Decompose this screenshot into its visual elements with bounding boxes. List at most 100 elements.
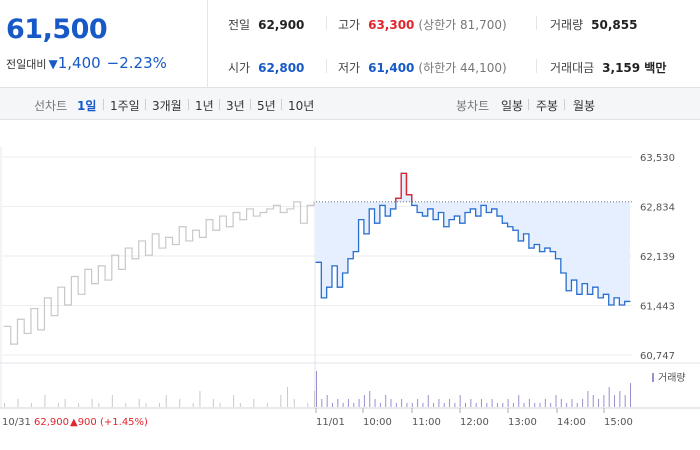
data-point-today	[421, 215, 424, 217]
volume-bar	[576, 403, 578, 407]
volume-bar	[459, 395, 461, 407]
volume-bar	[571, 399, 573, 407]
data-point-today	[608, 304, 610, 306]
volume-bar	[486, 403, 488, 407]
volume-bar	[496, 403, 498, 407]
data-point-prev-day	[138, 240, 140, 242]
volume-bar	[582, 399, 584, 407]
volume-bar	[465, 403, 467, 407]
data-point-prev-day	[16, 318, 19, 320]
volume-bar	[165, 395, 167, 407]
volume-bar	[363, 395, 365, 407]
period-1week-tab[interactable]: 1주일	[110, 99, 140, 113]
data-point-today	[549, 251, 551, 253]
period-10year-tab[interactable]: 10년	[288, 99, 315, 113]
period-5year-tab[interactable]: 5년	[257, 99, 276, 113]
data-point-today	[315, 261, 317, 263]
candle-daily-tab[interactable]: 일봉	[501, 99, 524, 113]
prev-day-pct: (+1.45%)	[100, 417, 148, 428]
series-line-prev-day	[4, 201, 315, 345]
divider	[103, 99, 104, 110]
data-point-prev-day	[57, 286, 59, 288]
data-point-today	[618, 304, 620, 306]
data-point-today	[459, 222, 461, 224]
data-point-today	[427, 208, 429, 210]
data-point-today	[464, 211, 466, 214]
y-tick-label: 60,747	[640, 351, 675, 362]
candle-chart-label: 봉차트	[456, 99, 490, 113]
volume-bar	[293, 399, 295, 407]
x-tick-label: 15:00	[604, 417, 633, 428]
data-point-prev-day	[37, 329, 39, 331]
candle-weekly-tab[interactable]: 주봉	[536, 99, 559, 113]
volume-bar	[233, 395, 235, 407]
period-1day-tab[interactable]: 1일	[77, 99, 97, 113]
volume-bar	[406, 403, 408, 407]
change-row: 전일대비 ▼1,400 −2.23%	[6, 54, 167, 72]
data-point-today	[443, 226, 445, 228]
data-point-prev-day	[299, 222, 302, 224]
volume-bar	[534, 403, 536, 407]
candle-monthly-tab[interactable]: 월봉	[573, 99, 596, 113]
volume-bar	[369, 391, 371, 407]
volume-bar	[179, 399, 181, 407]
volume-bar	[331, 403, 333, 407]
divider	[219, 99, 220, 110]
data-point-today	[517, 240, 519, 242]
series-line-today	[316, 172, 630, 306]
data-point-today	[491, 208, 493, 210]
volume-bar	[507, 399, 509, 407]
volume-bar	[307, 403, 309, 407]
volume-bar	[353, 403, 355, 407]
volume-bar	[342, 403, 344, 407]
data-point-today	[544, 247, 546, 249]
data-point-prev-day	[279, 211, 281, 214]
volume-bar	[417, 399, 419, 407]
stat-open: 시가 62,800	[228, 59, 304, 76]
prev-day-close: 62,900	[34, 417, 69, 428]
stat-label: 거래량	[550, 18, 584, 32]
data-point-prev-day	[77, 293, 79, 295]
data-point-today	[373, 222, 376, 224]
period-3month-tab[interactable]: 3개월	[152, 99, 182, 113]
data-point-today	[469, 208, 471, 210]
data-point-prev-day	[91, 283, 93, 285]
data-point-today	[416, 211, 418, 214]
stat-volume: 거래량 50,855	[550, 16, 637, 33]
volume-bar	[374, 399, 376, 407]
data-point-today	[384, 215, 386, 217]
data-point-prev-day	[185, 240, 187, 242]
period-1year-tab[interactable]: 1년	[195, 99, 214, 113]
period-3year-tab[interactable]: 3년	[226, 99, 245, 113]
stat-label: 전일	[228, 18, 251, 32]
data-point-prev-day	[252, 215, 254, 217]
volume-bar	[603, 395, 605, 407]
volume-bar	[239, 403, 241, 407]
data-point-today	[389, 208, 392, 210]
volume-bar	[475, 403, 477, 407]
volume-bar	[199, 391, 201, 407]
volume-bar	[78, 403, 80, 407]
volume-bar	[111, 395, 113, 407]
data-point-prev-day	[171, 243, 174, 246]
volume-bar	[592, 395, 594, 407]
volume-bar	[192, 403, 194, 407]
data-point-prev-day	[50, 315, 52, 317]
volume-bar	[212, 399, 214, 407]
data-point-today	[597, 297, 599, 299]
change-value: 1,400	[57, 54, 101, 72]
data-point-today	[570, 279, 573, 281]
stat-amount: 거래대금 3,159 백만	[550, 59, 666, 76]
divider	[326, 16, 327, 30]
volume-bar	[395, 403, 397, 407]
x-tick-label: 11:00	[412, 417, 441, 428]
stat-label: 저가	[338, 61, 361, 75]
data-point-prev-day	[266, 208, 268, 210]
data-point-today	[581, 283, 583, 285]
stat-value: 63,300	[368, 18, 415, 32]
data-point-today	[480, 204, 482, 206]
data-point-prev-day	[84, 268, 86, 271]
data-point-today	[437, 211, 440, 214]
volume-bar	[57, 403, 59, 407]
y-tick-label: 62,139	[640, 252, 675, 263]
